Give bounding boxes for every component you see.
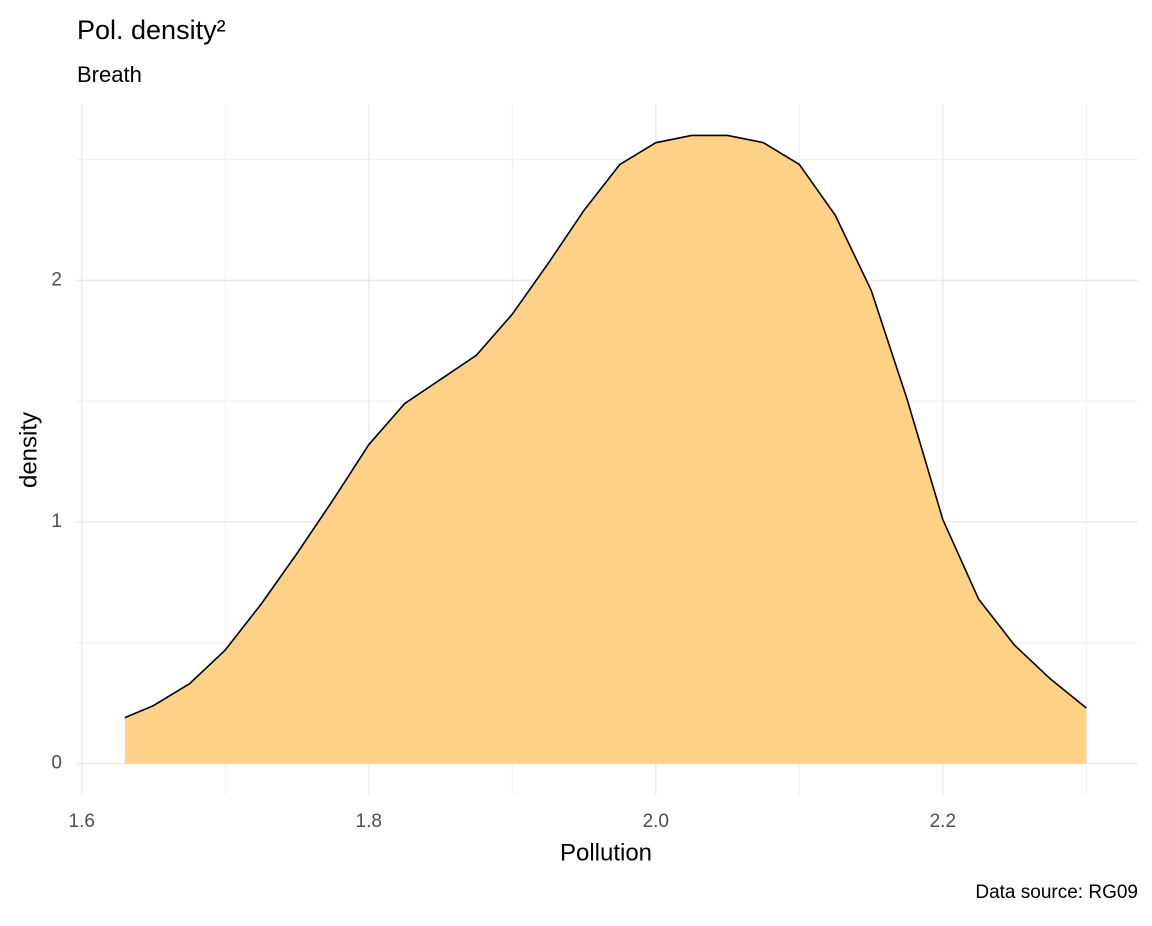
caption: Data source: RG09	[975, 882, 1138, 903]
chart-subtitle: Breath	[77, 62, 142, 87]
x-tick-label: 2.2	[930, 811, 956, 832]
x-tick-label: 1.6	[69, 811, 95, 832]
y-axis-label: density	[15, 412, 42, 488]
x-tick-label: 1.8	[356, 811, 382, 832]
density-area	[124, 135, 1087, 764]
x-tick-label: 2.0	[643, 811, 669, 832]
y-tick-label: 2	[51, 269, 62, 290]
y-tick-label: 1	[51, 511, 62, 532]
chart-title: Pol. density²	[77, 15, 226, 45]
x-axis-label: Pollution	[560, 839, 652, 866]
y-tick-label: 0	[51, 753, 62, 774]
marks	[124, 134, 1087, 764]
density-line	[124, 134, 1087, 719]
